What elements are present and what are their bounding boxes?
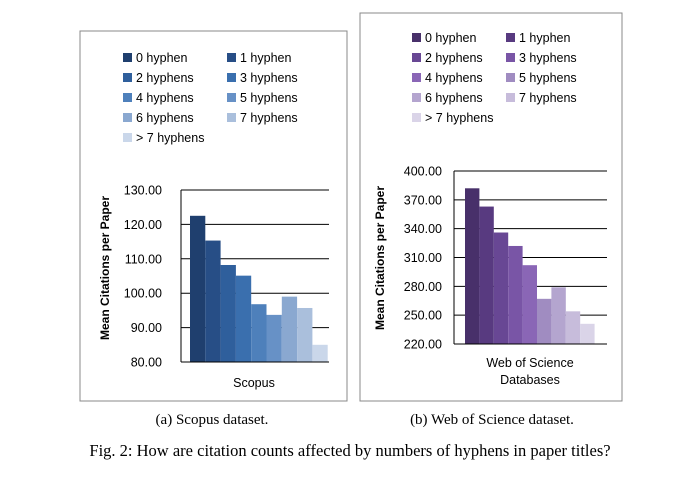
wos-y-tick-label: 280.00 <box>404 280 442 294</box>
wos-legend-label: 2 hyphens <box>425 51 483 65</box>
wos-legend-label: 6 hyphens <box>425 91 483 105</box>
scopus-legend-swatch <box>123 93 132 102</box>
wos-category-label: Web of Science <box>486 356 573 370</box>
scopus-legend-swatch <box>123 113 132 122</box>
wos-chart-panel: 0 hyphen 1 hyphen 2 hyphens 3 hyphens 4 hyph… <box>359 12 623 402</box>
wos-legend-label: 5 hyphens <box>519 71 577 85</box>
wos-legend-label: 3 hyphens <box>519 51 577 65</box>
wos-legend-swatch <box>412 113 421 122</box>
scopus-legend-label: 0 hyphen <box>136 51 187 65</box>
scopus-y-tick-label: 130.00 <box>124 184 162 198</box>
wos-y-tick-label: 400.00 <box>404 165 442 179</box>
wos-bar <box>493 232 509 344</box>
scopus-legend-label: 5 hyphens <box>240 91 298 105</box>
scopus-legend-swatch <box>123 53 132 62</box>
scopus-category-label: Scopus <box>233 376 275 390</box>
scopus-legend-label: 7 hyphens <box>240 111 298 125</box>
scopus-legend-label: > 7 hyphens <box>136 131 204 145</box>
figure-caption: Fig. 2: How are citation counts affected… <box>89 441 610 460</box>
scopus-legend-label: 2 hyphens <box>136 71 194 85</box>
wos-bar <box>508 245 523 344</box>
scopus-bar <box>251 304 267 362</box>
scopus-plot-area: 80.00 90.00 100.00 110.00 120.00 130.00 <box>124 184 329 370</box>
scopus-y-tick-label: 80.00 <box>131 356 162 370</box>
wos-legend-swatch <box>506 93 515 102</box>
wos-bar <box>565 311 581 344</box>
scopus-legend-label: 3 hyphens <box>240 71 298 85</box>
wos-bar <box>465 188 480 344</box>
scopus-bar <box>297 307 313 362</box>
wos-legend-label: 4 hyphens <box>425 71 483 85</box>
wos-bar <box>580 323 595 344</box>
scopus-legend-swatch <box>123 73 132 82</box>
wos-y-tick-label: 250.00 <box>404 309 442 323</box>
wos-bar <box>522 265 537 344</box>
scopus-legend-swatch <box>227 73 236 82</box>
wos-legend-swatch <box>506 73 515 82</box>
scopus-bar <box>235 275 252 362</box>
wos-bar <box>551 287 566 344</box>
scopus-legend: 0 hyphen 1 hyphen 2 hyphens 3 hyphens 4 hyph… <box>123 51 298 145</box>
scopus-legend-swatch <box>227 53 236 62</box>
wos-bar <box>537 298 552 344</box>
scopus-y-axis-label: Mean Citations per Paper <box>98 196 112 340</box>
wos-y-axis-label: Mean Citations per Paper <box>373 186 387 330</box>
wos-y-tick-label: 340.00 <box>404 222 442 236</box>
scopus-legend-swatch <box>123 133 132 142</box>
scopus-subcaption: (a) Scopus dataset. <box>156 412 269 428</box>
scopus-bar <box>312 344 328 362</box>
wos-legend-label: 7 hyphens <box>519 91 577 105</box>
scopus-legend-swatch <box>227 113 236 122</box>
wos-legend-label: 0 hyphen <box>425 31 476 45</box>
scopus-legend-swatch <box>227 93 236 102</box>
wos-y-tick-label: 310.00 <box>404 251 442 265</box>
wos-legend-swatch <box>506 53 515 62</box>
wos-subcaption: (b) Web of Science dataset. <box>410 412 574 428</box>
wos-y-tick-label: 370.00 <box>404 193 442 207</box>
wos-legend-swatch <box>412 33 421 42</box>
wos-legend-swatch <box>412 93 421 102</box>
scopus-bar <box>205 240 221 362</box>
wos-y-tick-label: 220.00 <box>404 338 442 352</box>
wos-bar <box>479 206 494 344</box>
scopus-y-tick-label: 100.00 <box>124 287 162 301</box>
scopus-legend-label: 4 hyphens <box>136 91 194 105</box>
scopus-legend-label: 1 hyphen <box>240 51 291 65</box>
scopus-y-tick-label: 90.00 <box>131 321 162 335</box>
wos-legend-swatch <box>412 53 421 62</box>
scopus-y-tick-label: 110.00 <box>125 252 162 266</box>
wos-legend: 0 hyphen 1 hyphen 2 hyphens 3 hyphens 4 hyph… <box>412 31 577 125</box>
wos-legend-label: > 7 hyphens <box>425 111 493 125</box>
scopus-y-tick-label: 120.00 <box>124 218 162 232</box>
scopus-bar <box>190 215 206 362</box>
wos-x-axis-label: Databases <box>500 373 560 387</box>
wos-legend-swatch <box>506 33 515 42</box>
scopus-legend-label: 6 hyphens <box>136 111 194 125</box>
wos-legend-label: 1 hyphen <box>519 31 570 45</box>
scopus-chart-panel: 0 hyphen 1 hyphen 2 hyphens 3 hyphens 4 hyph… <box>79 30 348 402</box>
scopus-bar <box>281 296 298 362</box>
wos-legend-swatch <box>412 73 421 82</box>
wos-plot-area: 220.00 250.00 280.00 310.00 340.00 370.00 400.… <box>404 165 607 352</box>
scopus-bar <box>266 314 282 362</box>
scopus-bar <box>220 264 236 362</box>
